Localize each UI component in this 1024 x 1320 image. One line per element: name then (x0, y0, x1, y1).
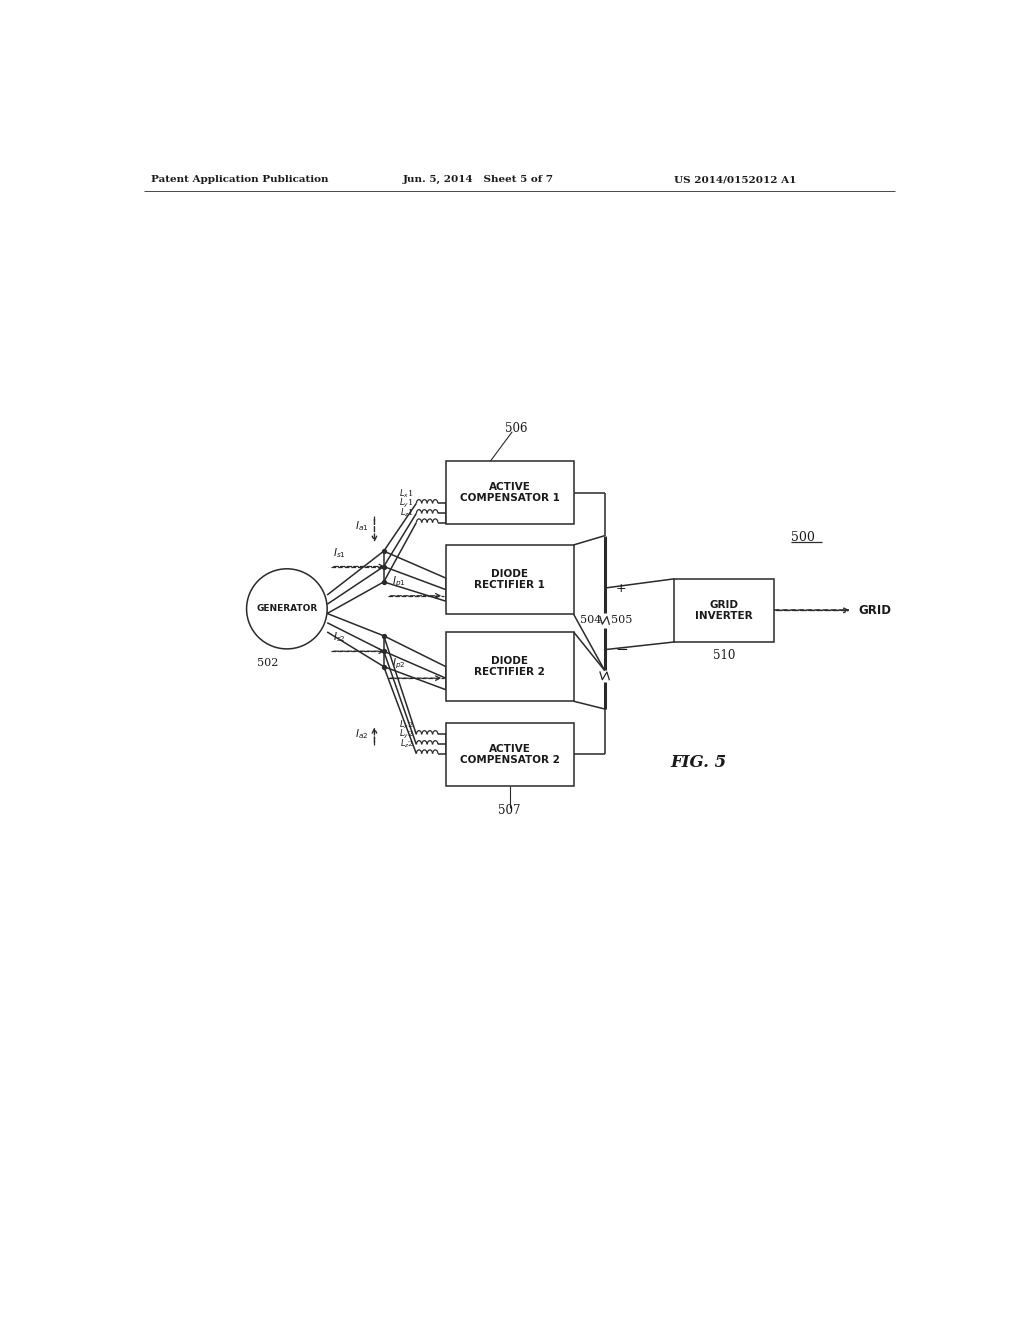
Text: Jun. 5, 2014   Sheet 5 of 7: Jun. 5, 2014 Sheet 5 of 7 (403, 176, 554, 185)
Text: $L_x$1: $L_x$1 (399, 487, 414, 499)
Text: 506: 506 (505, 422, 527, 436)
Text: GRID
INVERTER: GRID INVERTER (695, 599, 753, 622)
Bar (675, 578, 773, 642)
Bar (445, 545, 573, 614)
Text: FIG. 5: FIG. 5 (671, 754, 727, 771)
Text: $I_{p1}$: $I_{p1}$ (391, 574, 406, 589)
Text: ACTIVE
COMPENSATOR 1: ACTIVE COMPENSATOR 1 (460, 482, 560, 503)
Text: 500: 500 (791, 531, 814, 544)
Text: $L_z$1: $L_z$1 (399, 507, 414, 519)
Text: $L_y$1: $L_y$1 (399, 496, 414, 510)
Text: DIODE
RECTIFIER 2: DIODE RECTIFIER 2 (474, 656, 545, 677)
Bar (445, 632, 573, 701)
Text: 510: 510 (713, 649, 735, 663)
Text: US 2014/0152012 A1: US 2014/0152012 A1 (675, 176, 797, 185)
Text: ACTIVE
COMPENSATOR 2: ACTIVE COMPENSATOR 2 (460, 743, 560, 766)
Text: $L_x$2: $L_x$2 (399, 718, 414, 730)
Text: $I_{a1}$: $I_{a1}$ (354, 520, 369, 533)
Text: DIODE
RECTIFIER 1: DIODE RECTIFIER 1 (474, 569, 545, 590)
Text: Patent Application Publication: Patent Application Publication (152, 176, 329, 185)
Bar (445, 461, 573, 524)
Text: GENERATOR: GENERATOR (256, 605, 317, 614)
Text: $I_{s2}$: $I_{s2}$ (334, 631, 346, 644)
Text: 505: 505 (611, 615, 632, 626)
Circle shape (247, 569, 328, 649)
Text: $L_y$2: $L_y$2 (399, 727, 414, 741)
Text: GRID: GRID (858, 603, 891, 616)
Text: $L_z$2: $L_z$2 (399, 738, 414, 750)
Text: $I_{a2}$: $I_{a2}$ (355, 727, 369, 742)
Bar (445, 723, 573, 785)
Text: 507: 507 (499, 804, 521, 817)
Text: $I_{p2}$: $I_{p2}$ (391, 657, 406, 671)
Text: $I_{s1}$: $I_{s1}$ (334, 545, 346, 560)
Text: 504: 504 (580, 615, 601, 626)
Text: +: + (615, 582, 626, 594)
Text: −: − (615, 642, 629, 657)
Text: 502: 502 (257, 657, 279, 668)
